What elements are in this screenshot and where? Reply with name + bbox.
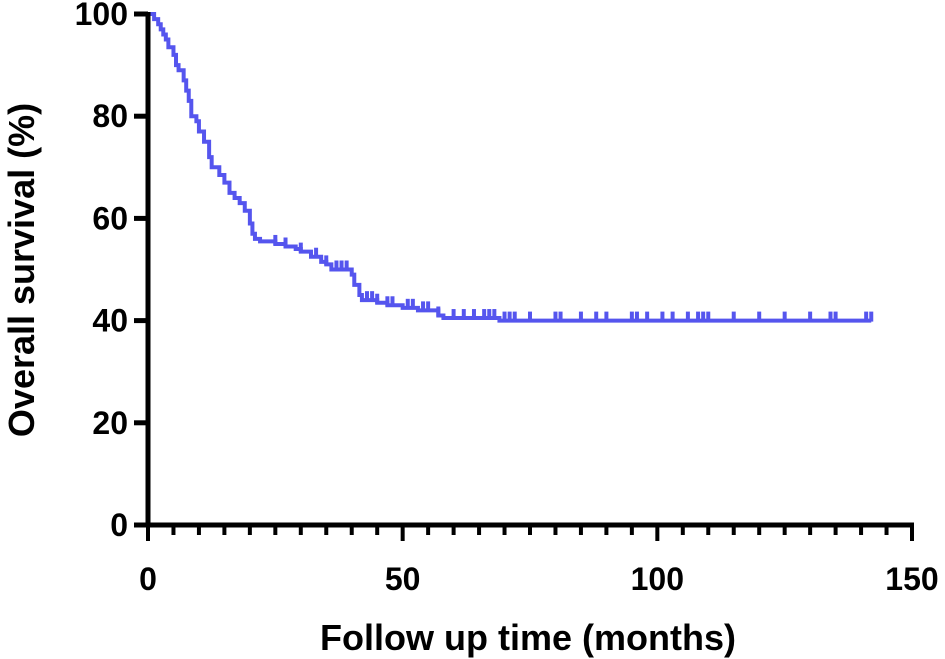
censor-marks <box>273 234 874 322</box>
x-axis-title: Follow up time (months) <box>320 617 736 658</box>
x-tick-label: 150 <box>885 561 938 597</box>
y-tick-label: 40 <box>92 303 128 339</box>
y-axis-title: Overall survival (%) <box>1 103 42 437</box>
y-tick-label: 60 <box>92 200 128 236</box>
plot-area <box>148 12 874 323</box>
y-tick-label: 100 <box>75 0 128 32</box>
x-tick-label: 0 <box>139 561 157 597</box>
survival-curve <box>148 12 872 323</box>
x-axis-ticks: 0 50 100 150 <box>139 525 939 597</box>
x-tick-label: 50 <box>385 561 421 597</box>
x-tick-label: 100 <box>631 561 684 597</box>
y-tick-label: 0 <box>110 507 128 543</box>
y-tick-label: 80 <box>92 98 128 134</box>
y-tick-label: 20 <box>92 405 128 441</box>
y-axis-ticks: 0 20 40 60 80 100 <box>75 0 148 543</box>
